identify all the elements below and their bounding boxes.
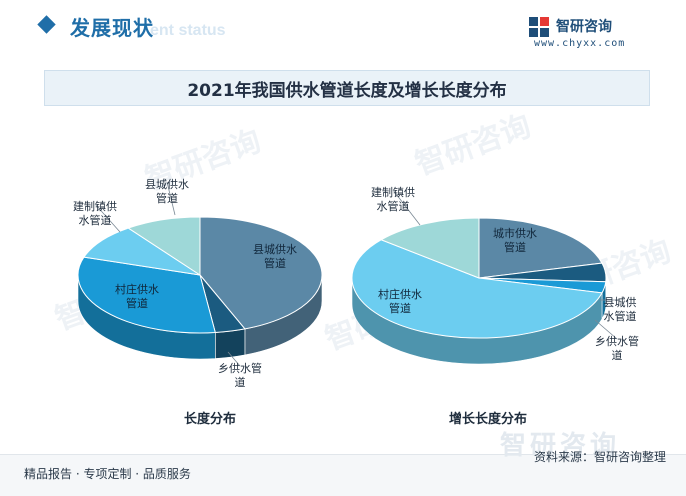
pie-top-layer	[78, 217, 322, 333]
pie-slice-label: 乡供水管道	[595, 334, 639, 362]
chart-subtitle: 长度分布	[184, 411, 236, 427]
pie-slice-label: 建制镇供水管道	[73, 199, 117, 227]
pie-slice-label: 建制镇供水管道	[371, 185, 415, 213]
watermark-text: 智研咨询	[411, 109, 536, 183]
pie-slice-label: 县城供水管道	[604, 295, 637, 323]
footer-slogan: 精品报告 · 专项定制 · 品质服务	[24, 465, 191, 482]
pie-slice-label: 乡供水管道	[218, 361, 262, 389]
footer-source: 资料来源：智研咨询整理	[534, 448, 666, 465]
pie-top-layer	[352, 218, 606, 338]
page-footer: 智研咨询 精品报告 · 专项定制 · 品质服务 资料来源：智研咨询整理	[0, 454, 686, 496]
